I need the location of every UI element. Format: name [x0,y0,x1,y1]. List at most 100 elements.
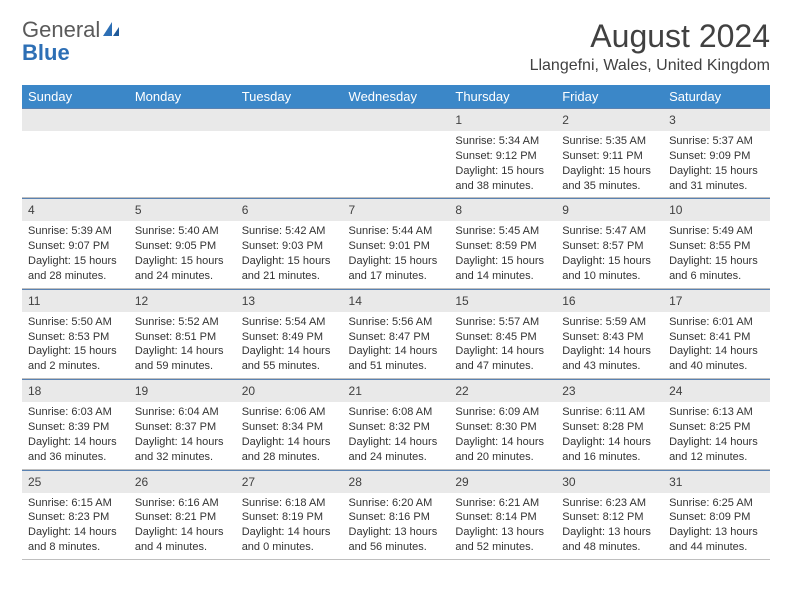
calendar-cell [236,108,343,198]
calendar-week: 1 Sunrise: 5:34 AMSunset: 9:12 PMDaylight… [22,108,770,198]
day-number-row: 12 [129,289,236,312]
location: Llangefni, Wales, United Kingdom [530,57,770,75]
day-number: 24 [669,384,682,398]
calendar-cell: 28 Sunrise: 6:20 AMSunset: 8:16 PMDayligh… [343,470,450,560]
logo: General Blue [22,18,122,64]
calendar-cell: 29 Sunrise: 6:21 AMSunset: 8:14 PMDayligh… [449,470,556,560]
day-number: 15 [455,294,468,308]
day-header-row: SundayMondayTuesdayWednesdayThursdayFrid… [22,85,770,108]
day-number-row: 22 [449,379,556,402]
day-detail: Sunrise: 6:23 AMSunset: 8:12 PMDaylight:… [556,493,663,559]
day-number-row: 20 [236,379,343,402]
day-number: 29 [455,475,468,489]
day-detail: Sunrise: 6:01 AMSunset: 8:41 PMDaylight:… [663,312,770,378]
day-number-row: 28 [343,470,450,493]
calendar-cell: 25 Sunrise: 6:15 AMSunset: 8:23 PMDayligh… [22,470,129,560]
day-detail: Sunrise: 5:47 AMSunset: 8:57 PMDaylight:… [556,221,663,287]
day-detail: Sunrise: 5:59 AMSunset: 8:43 PMDaylight:… [556,312,663,378]
day-detail: Sunrise: 6:04 AMSunset: 8:37 PMDaylight:… [129,402,236,468]
day-detail: Sunrise: 6:21 AMSunset: 8:14 PMDaylight:… [449,493,556,559]
day-number-row: 3 [663,108,770,131]
calendar-cell [22,108,129,198]
calendar-cell: 22Sunrise: 6:09 AMSunset: 8:30 PMDayligh… [449,379,556,469]
day-detail: Sunrise: 5:37 AMSunset: 9:09 PMDaylight:… [663,131,770,197]
calendar-cell: 15Sunrise: 5:57 AMSunset: 8:45 PMDayligh… [449,289,556,379]
day-header: Sunday [22,85,129,108]
calendar-cell: 27Sunrise: 6:18 AMSunset: 8:19 PMDayligh… [236,470,343,560]
day-detail: Sunrise: 6:16 AMSunset: 8:21 PMDaylight:… [129,493,236,559]
logo-line2: Blue [22,41,122,64]
calendar-cell: 3Sunrise: 5:37 AMSunset: 9:09 PMDaylight… [663,108,770,198]
day-number-row: 1 [449,108,556,131]
day-detail: Sunrise: 6:15 AMSunset: 8:23 PMDaylight:… [22,493,129,559]
day-number-row: 17 [663,289,770,312]
day-number-row: 21 [343,379,450,402]
day-detail: Sunrise: 5:35 AMSunset: 9:11 PMDaylight:… [556,131,663,197]
day-number-row: 29 [449,470,556,493]
day-number-row: 7 [343,198,450,221]
day-detail: Sunrise: 5:56 AMSunset: 8:47 PMDaylight:… [343,312,450,378]
calendar-cell: 10Sunrise: 5:49 AMSunset: 8:55 PMDayligh… [663,198,770,288]
day-detail: Sunrise: 5:39 AMSunset: 9:07 PMDaylight:… [22,221,129,287]
day-number: 5 [135,203,142,217]
calendar-cell: 23Sunrise: 6:11 AMSunset: 8:28 PMDayligh… [556,379,663,469]
logo-line1: General [22,17,100,42]
day-number-row: 16 [556,289,663,312]
day-number: 18 [28,384,41,398]
day-detail: Sunrise: 6:25 AMSunset: 8:09 PMDaylight:… [663,493,770,559]
day-detail: Sunrise: 5:40 AMSunset: 9:05 PMDaylight:… [129,221,236,287]
day-number-row: 24 [663,379,770,402]
calendar-week: 25 Sunrise: 6:15 AMSunset: 8:23 PMDayligh… [22,470,770,560]
day-detail: Sunrise: 5:54 AMSunset: 8:49 PMDaylight:… [236,312,343,378]
calendar-cell: 5 Sunrise: 5:40 AMSunset: 9:05 PMDaylight… [129,198,236,288]
day-header: Saturday [663,85,770,108]
day-header: Thursday [449,85,556,108]
calendar-cell: 21Sunrise: 6:08 AMSunset: 8:32 PMDayligh… [343,379,450,469]
calendar-cell: 26 Sunrise: 6:16 AMSunset: 8:21 PMDayligh… [129,470,236,560]
day-number-row: 4 [22,198,129,221]
calendar-table: SundayMondayTuesdayWednesdayThursdayFrid… [22,85,770,560]
day-detail: Sunrise: 5:34 AMSunset: 9:12 PMDaylight:… [449,131,556,197]
day-number: 31 [669,475,682,489]
day-number: 13 [242,294,255,308]
day-number: 8 [455,203,462,217]
day-detail: Sunrise: 5:44 AMSunset: 9:01 PMDaylight:… [343,221,450,287]
calendar-week: 18 Sunrise: 6:03 AMSunset: 8:39 PMDayligh… [22,379,770,469]
day-number: 6 [242,203,249,217]
day-number: 22 [455,384,468,398]
calendar-cell: 7 Sunrise: 5:44 AMSunset: 9:01 PMDaylight… [343,198,450,288]
day-number: 7 [349,203,356,217]
calendar-cell: 20Sunrise: 6:06 AMSunset: 8:34 PMDayligh… [236,379,343,469]
day-number-row: 25 [22,470,129,493]
calendar-week: 4Sunrise: 5:39 AMSunset: 9:07 PMDaylight… [22,198,770,288]
day-detail: Sunrise: 6:13 AMSunset: 8:25 PMDaylight:… [663,402,770,468]
day-detail: Sunrise: 6:06 AMSunset: 8:34 PMDaylight:… [236,402,343,468]
day-number: 16 [562,294,575,308]
day-number: 26 [135,475,148,489]
day-number-row: 10 [663,198,770,221]
day-detail: Sunrise: 6:11 AMSunset: 8:28 PMDaylight:… [556,402,663,468]
day-number-row: 27 [236,470,343,493]
day-number: 10 [669,203,682,217]
calendar-cell: 12Sunrise: 5:52 AMSunset: 8:51 PMDayligh… [129,289,236,379]
day-number: 21 [349,384,362,398]
day-number: 28 [349,475,362,489]
calendar-cell: 30Sunrise: 6:23 AMSunset: 8:12 PMDayligh… [556,470,663,560]
calendar-cell: 24 Sunrise: 6:13 AMSunset: 8:25 PMDayligh… [663,379,770,469]
day-number: 19 [135,384,148,398]
day-detail: Sunrise: 6:20 AMSunset: 8:16 PMDaylight:… [343,493,450,559]
day-number: 25 [28,475,41,489]
day-header: Friday [556,85,663,108]
calendar-cell: 13 Sunrise: 5:54 AMSunset: 8:49 PMDayligh… [236,289,343,379]
day-detail: Sunrise: 5:50 AMSunset: 8:53 PMDaylight:… [22,312,129,378]
calendar-cell [343,108,450,198]
day-header: Tuesday [236,85,343,108]
title-block: August 2024 Llangefni, Wales, United Kin… [530,18,770,75]
day-detail: Sunrise: 6:03 AMSunset: 8:39 PMDaylight:… [22,402,129,468]
day-number: 9 [562,203,569,217]
day-number: 1 [455,113,462,127]
calendar-cell: 17Sunrise: 6:01 AMSunset: 8:41 PMDayligh… [663,289,770,379]
day-number: 14 [349,294,362,308]
day-number-row: 9 [556,198,663,221]
day-number-row: 19 [129,379,236,402]
